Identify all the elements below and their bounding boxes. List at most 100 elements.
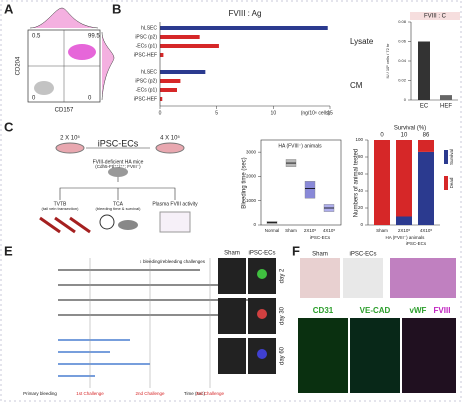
y-tick-label: 20 bbox=[358, 205, 364, 210]
legend-label: Dead bbox=[449, 177, 454, 188]
y-tick-label: 40 bbox=[358, 188, 364, 193]
x-tick-label: EC bbox=[420, 104, 429, 110]
panel-letter: B bbox=[112, 1, 121, 16]
x-tick-label: Sham bbox=[285, 228, 297, 233]
bar bbox=[440, 95, 452, 100]
histogram bbox=[29, 7, 99, 29]
y-tick-label: 80 bbox=[358, 154, 364, 159]
quadrant-label: 99.5 bbox=[88, 34, 100, 40]
value-label: 10 bbox=[401, 133, 408, 139]
x-tick-label: 10 bbox=[271, 110, 277, 116]
assay-name: TCA bbox=[113, 201, 124, 207]
tails bbox=[39, 211, 191, 234]
bar-segment bbox=[396, 216, 412, 225]
panel-letter: C bbox=[4, 119, 14, 134]
value-label: 0 bbox=[380, 133, 384, 139]
bar bbox=[160, 79, 181, 83]
bar bbox=[160, 26, 328, 30]
x-tick-label: HEF bbox=[440, 104, 452, 110]
x-tick-label: 4X10⁵ bbox=[323, 228, 336, 233]
panel-letter: E bbox=[4, 243, 13, 258]
x-tick-label: Sham bbox=[376, 228, 388, 233]
legend-swatch bbox=[444, 150, 448, 164]
axis-label: Numbers of animal tested bbox=[354, 149, 360, 217]
histogram bbox=[101, 31, 115, 101]
stain-label: VE-CAD bbox=[360, 306, 391, 315]
cells: iPSC-ECs bbox=[98, 138, 139, 148]
group-label: Lysate bbox=[350, 37, 374, 46]
bar-segment bbox=[374, 140, 390, 225]
quadrant-label: 0.5 bbox=[32, 34, 41, 40]
axis-label: IU / 10⁶ cells / 72 hr bbox=[385, 43, 390, 79]
axis-label: Primary bleeding bbox=[23, 391, 57, 396]
chart-title: FVIII : Ag bbox=[229, 9, 262, 18]
bar-segment bbox=[396, 140, 412, 217]
category-label: -ECs (p1) bbox=[136, 43, 158, 49]
plot-frame bbox=[260, 139, 342, 226]
legend: ↕ bleeding/rebleeding challenges bbox=[139, 259, 205, 264]
y-tick-label: 3000 bbox=[246, 149, 257, 154]
y-tick-label: 2000 bbox=[246, 174, 257, 179]
group-label: iPSC-ECs bbox=[310, 235, 331, 240]
y-tick-label: 0 bbox=[253, 222, 256, 227]
cell-cloud bbox=[68, 44, 96, 60]
legend-label: Survival bbox=[449, 149, 454, 165]
chart-title: FVIII : C bbox=[424, 14, 447, 20]
bar bbox=[160, 44, 219, 48]
quadrant-label: 0 bbox=[88, 96, 92, 102]
category-label: hLSEC bbox=[141, 25, 157, 31]
category-label: iPSC (p2) bbox=[135, 78, 157, 84]
x-tick-label: 2X10⁵ bbox=[398, 228, 411, 233]
y-tick-label: 0 bbox=[404, 97, 407, 102]
x-tick-label: Normal bbox=[265, 228, 280, 233]
x-tick-label: 15 bbox=[327, 110, 333, 116]
y-tick-label: 60 bbox=[358, 171, 364, 176]
x-tick-label: 2X10⁵ bbox=[304, 228, 317, 233]
assay-name: TVTB bbox=[54, 201, 67, 207]
bar-segment bbox=[418, 140, 434, 152]
imaging bbox=[218, 258, 276, 374]
dose: 4 X 10⁵ bbox=[160, 135, 180, 142]
stain-label: CD31 bbox=[313, 306, 334, 315]
chart-title: Survival (%) bbox=[394, 126, 426, 132]
column-label: iPSC-ECs bbox=[349, 252, 376, 258]
quadrant-label: 0 bbox=[32, 96, 36, 102]
bar bbox=[160, 88, 177, 92]
bar bbox=[160, 70, 206, 74]
axis-label: CD157 bbox=[55, 108, 74, 114]
x-tick-label: 4X10⁵ bbox=[420, 228, 433, 233]
bar bbox=[418, 41, 430, 100]
challenge-label: 2nd Challenge bbox=[135, 391, 165, 396]
arrow bbox=[59, 175, 176, 200]
value-label: 86 bbox=[423, 133, 430, 139]
x-tick-label: 5 bbox=[215, 110, 218, 116]
box bbox=[304, 181, 316, 199]
y-tick-label: 0.06 bbox=[398, 39, 407, 44]
axis-label: Bleeding time (sec) bbox=[242, 157, 248, 208]
x-tick-label: 0 bbox=[159, 110, 162, 116]
category-label: -ECs (p1) bbox=[136, 87, 158, 93]
cell-cloud bbox=[34, 81, 54, 95]
y-tick-label: 0.02 bbox=[398, 78, 407, 83]
day-label: day 30 bbox=[280, 306, 286, 325]
bar bbox=[160, 97, 163, 101]
assay-name: Plasma FVIII activity bbox=[152, 201, 198, 207]
category-label: iPSC-HEF bbox=[134, 52, 157, 58]
column-label: iPSC-ECs bbox=[248, 251, 275, 257]
column-label: Sham bbox=[312, 252, 328, 258]
histology bbox=[298, 258, 456, 393]
axis-label: HA (FVIII⁻) animals bbox=[386, 235, 426, 240]
axis-label: (ng/10⁶ cells) bbox=[301, 110, 331, 116]
panel-letter: F bbox=[292, 243, 300, 258]
chart-title: HA (FVIII⁻) animals bbox=[278, 143, 322, 149]
day-label: day 2 bbox=[280, 268, 286, 283]
y-tick-label: 0.04 bbox=[398, 58, 407, 63]
dish bbox=[55, 142, 85, 154]
category-label: hLSEC bbox=[141, 69, 157, 75]
category-label: iPSC-HEF bbox=[134, 96, 157, 102]
mouse bbox=[108, 167, 128, 177]
bleeding-traces bbox=[58, 258, 250, 388]
bar bbox=[160, 35, 200, 39]
